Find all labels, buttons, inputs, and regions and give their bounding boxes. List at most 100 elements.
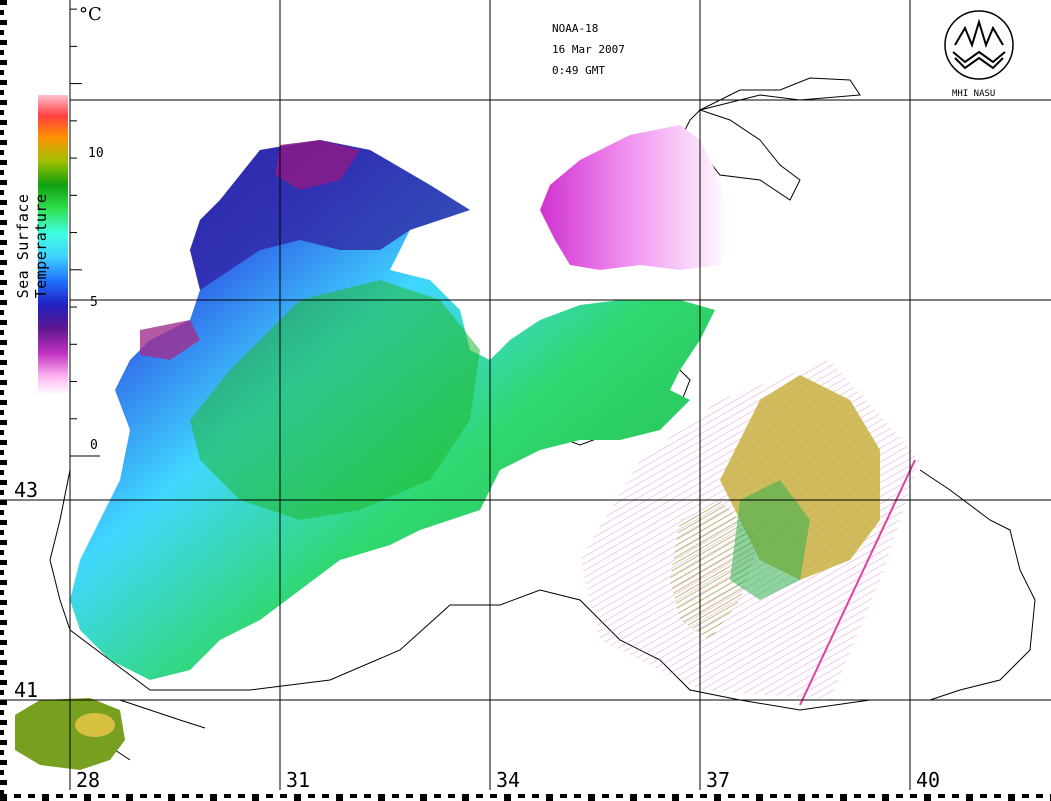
ruler-tick bbox=[0, 100, 7, 105]
ruler-tick bbox=[644, 794, 651, 798]
ruler-tick bbox=[0, 630, 4, 635]
ruler-tick bbox=[0, 130, 4, 135]
ruler-tick bbox=[0, 700, 7, 705]
ruler-tick bbox=[0, 0, 7, 5]
ruler-tick bbox=[0, 400, 7, 405]
ruler-tick bbox=[0, 150, 4, 155]
ruler-tick bbox=[0, 640, 7, 645]
ruler-tick bbox=[1036, 794, 1043, 798]
ruler-tick bbox=[0, 620, 7, 625]
ruler-tick bbox=[0, 490, 4, 495]
ruler-tick bbox=[0, 340, 7, 345]
ruler-tick bbox=[0, 300, 7, 305]
ruler-tick bbox=[406, 794, 413, 798]
ruler-tick bbox=[770, 794, 777, 798]
ruler-tick bbox=[0, 760, 7, 765]
colorbar-tick-0: 0 bbox=[90, 438, 98, 453]
ruler-tick bbox=[42, 794, 49, 801]
ruler-tick bbox=[0, 30, 4, 35]
ruler-tick bbox=[0, 120, 7, 125]
ruler-tick bbox=[882, 794, 889, 801]
ruler-tick bbox=[98, 794, 105, 798]
ruler-tick bbox=[0, 580, 7, 585]
ruler-tick bbox=[700, 794, 707, 798]
ruler-tick bbox=[742, 794, 749, 798]
ruler-tick bbox=[0, 360, 7, 365]
ruler-tick bbox=[560, 794, 567, 798]
ruler-tick bbox=[0, 420, 7, 425]
ruler-tick bbox=[0, 70, 4, 75]
ruler-tick bbox=[966, 794, 973, 801]
ruler-tick bbox=[112, 794, 119, 798]
sst-eastern-swath-green bbox=[730, 480, 810, 600]
ruler-tick bbox=[126, 794, 133, 801]
ruler-tick bbox=[476, 794, 483, 798]
ruler-tick bbox=[140, 794, 147, 798]
ruler-tick bbox=[0, 290, 4, 295]
ruler-tick bbox=[616, 794, 623, 798]
sst-marmara-warm bbox=[75, 713, 115, 737]
ruler-tick bbox=[0, 310, 4, 315]
colorbar bbox=[10, 0, 100, 457]
ruler-tick bbox=[210, 794, 217, 801]
ruler-tick bbox=[0, 330, 4, 335]
ruler-tick bbox=[0, 40, 7, 45]
ruler-tick bbox=[0, 90, 4, 95]
image-time: 0:49 GMT bbox=[552, 64, 605, 77]
ruler-tick bbox=[714, 794, 721, 801]
ruler-tick bbox=[826, 794, 833, 798]
ruler-tick bbox=[924, 794, 931, 801]
ruler-tick bbox=[0, 510, 4, 515]
ruler-tick bbox=[518, 794, 525, 798]
sst-nw-shelf-cold bbox=[190, 140, 470, 290]
colorbar-title: Sea Surface Temperature bbox=[14, 193, 50, 299]
ruler-tick bbox=[0, 680, 7, 685]
ruler-tick bbox=[546, 794, 553, 801]
sst-danube-magenta bbox=[140, 320, 200, 360]
ruler-tick bbox=[0, 610, 4, 615]
ruler-tick bbox=[504, 794, 511, 801]
colorbar-tick-5: 5 bbox=[90, 295, 98, 310]
ruler-tick bbox=[0, 600, 7, 605]
sst-central-green bbox=[190, 280, 480, 520]
ruler-tick bbox=[0, 280, 7, 285]
ruler-tick bbox=[784, 794, 791, 798]
ruler-tick bbox=[0, 500, 7, 505]
ruler-tick bbox=[756, 794, 763, 801]
ruler-tick bbox=[84, 794, 91, 801]
ruler-tick bbox=[728, 794, 735, 798]
ruler-tick bbox=[0, 770, 4, 775]
ruler-tick bbox=[0, 710, 4, 715]
ruler-tick bbox=[630, 794, 637, 801]
colorbar-tick-10: 10 bbox=[88, 146, 104, 161]
ruler-tick bbox=[0, 480, 7, 485]
ruler-tick bbox=[14, 794, 21, 798]
ruler-tick bbox=[0, 460, 7, 465]
ruler-tick bbox=[0, 410, 4, 415]
lat-label-41: 41 bbox=[14, 678, 39, 702]
ruler-tick bbox=[672, 794, 679, 801]
swath-edge bbox=[799, 459, 916, 706]
ruler-tick bbox=[812, 794, 819, 798]
ruler-tick bbox=[0, 790, 4, 795]
ruler-tick bbox=[980, 794, 987, 798]
ruler-tick bbox=[0, 570, 4, 575]
lon-label-37: 37 bbox=[706, 768, 731, 792]
ruler-tick bbox=[420, 794, 427, 801]
ruler-tick bbox=[28, 794, 35, 798]
ruler-tick bbox=[0, 380, 7, 385]
satellite-name: NOAA-18 bbox=[552, 22, 599, 35]
ruler-tick bbox=[0, 60, 7, 65]
ruler-tick bbox=[952, 794, 959, 798]
ruler-tick bbox=[0, 110, 4, 115]
ruler-tick bbox=[322, 794, 329, 798]
ruler-tick bbox=[0, 200, 7, 205]
ruler-tick bbox=[938, 794, 945, 798]
ruler-tick bbox=[154, 794, 161, 798]
ruler-tick bbox=[0, 470, 4, 475]
ruler-tick bbox=[0, 270, 4, 275]
ruler-tick bbox=[602, 794, 609, 798]
ruler-tick bbox=[910, 794, 917, 798]
ruler-tick bbox=[994, 794, 1001, 798]
ruler-tick bbox=[0, 740, 7, 745]
